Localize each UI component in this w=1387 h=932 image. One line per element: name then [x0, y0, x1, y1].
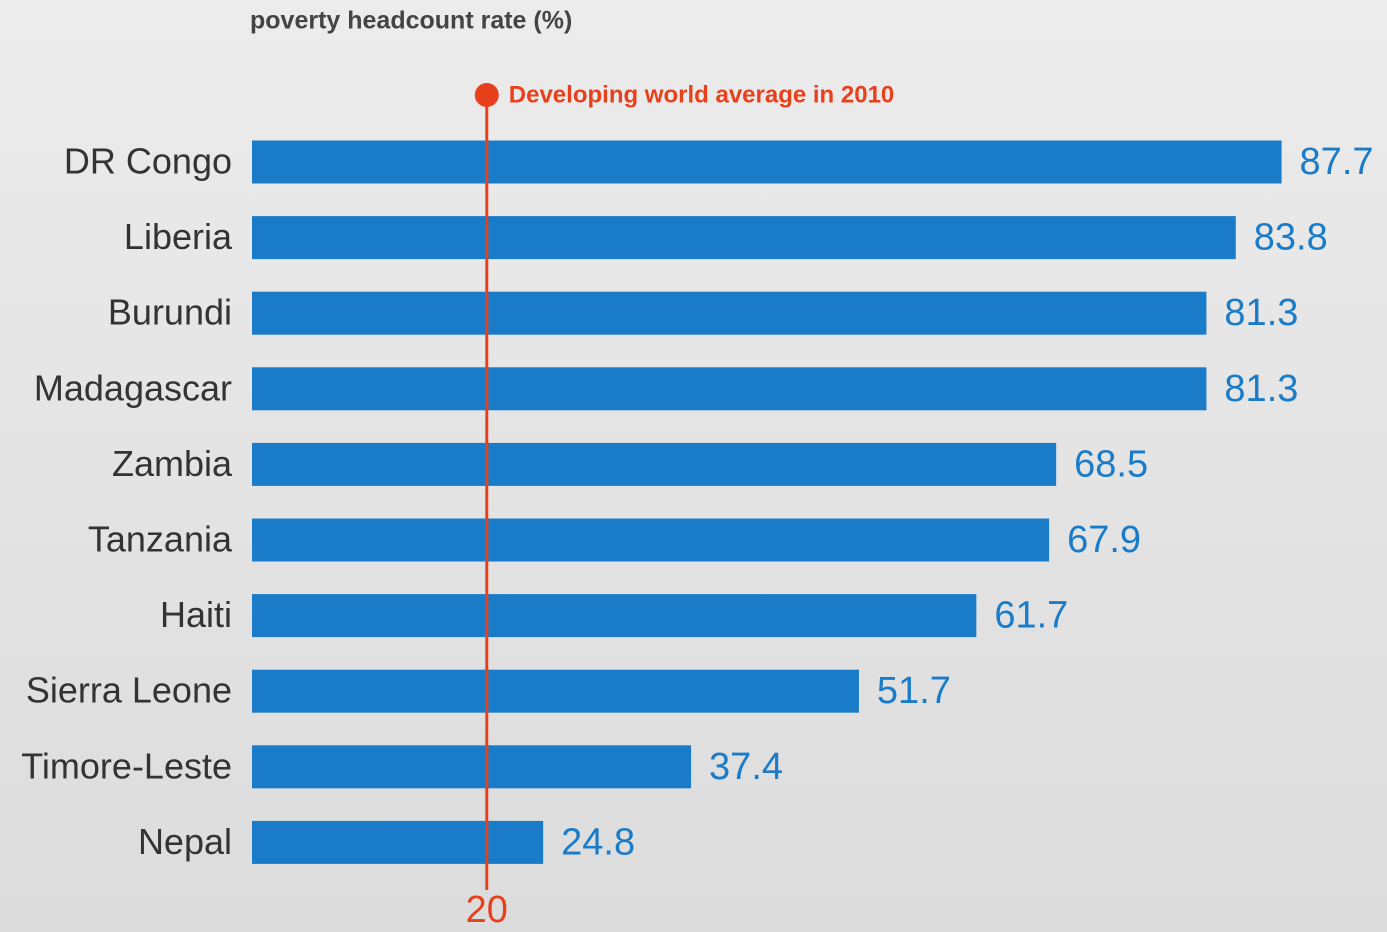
value-label: 83.8 — [1254, 217, 1328, 259]
value-label: 68.5 — [1074, 443, 1148, 485]
bar — [252, 291, 1207, 335]
bar — [252, 216, 1236, 260]
value-label: 81.3 — [1224, 292, 1298, 334]
value-label: 37.4 — [709, 746, 783, 788]
value-label: 87.7 — [1300, 141, 1374, 183]
category-label: Liberia — [124, 216, 233, 257]
value-label: 67.9 — [1067, 519, 1141, 561]
bar — [252, 367, 1207, 411]
bar — [252, 594, 977, 638]
category-label: Madagascar — [34, 367, 232, 408]
bar — [252, 518, 1050, 562]
bar — [252, 669, 859, 713]
value-label: 81.3 — [1224, 368, 1298, 410]
category-label: Haiti — [160, 594, 232, 635]
category-label: Sierra Leone — [26, 670, 232, 711]
category-label: Zambia — [112, 443, 233, 484]
category-label: DR Congo — [64, 141, 232, 182]
category-label: Tanzania — [88, 519, 233, 560]
category-label: Timore-Leste — [21, 745, 232, 786]
category-label: Nepal — [138, 821, 232, 862]
value-label: 24.8 — [561, 821, 635, 863]
category-label: Burundi — [108, 292, 232, 333]
chart-title: poverty headcount rate (%) — [250, 7, 572, 35]
value-label: 61.7 — [994, 595, 1068, 637]
reference-annotation: Developing world average in 2010 — [509, 81, 894, 108]
bar — [252, 442, 1057, 486]
bar — [252, 140, 1282, 184]
reference-marker — [474, 83, 499, 107]
bar — [252, 745, 692, 789]
bar — [252, 820, 544, 864]
value-label: 51.7 — [877, 670, 951, 712]
reference-value-label: 20 — [466, 889, 508, 931]
